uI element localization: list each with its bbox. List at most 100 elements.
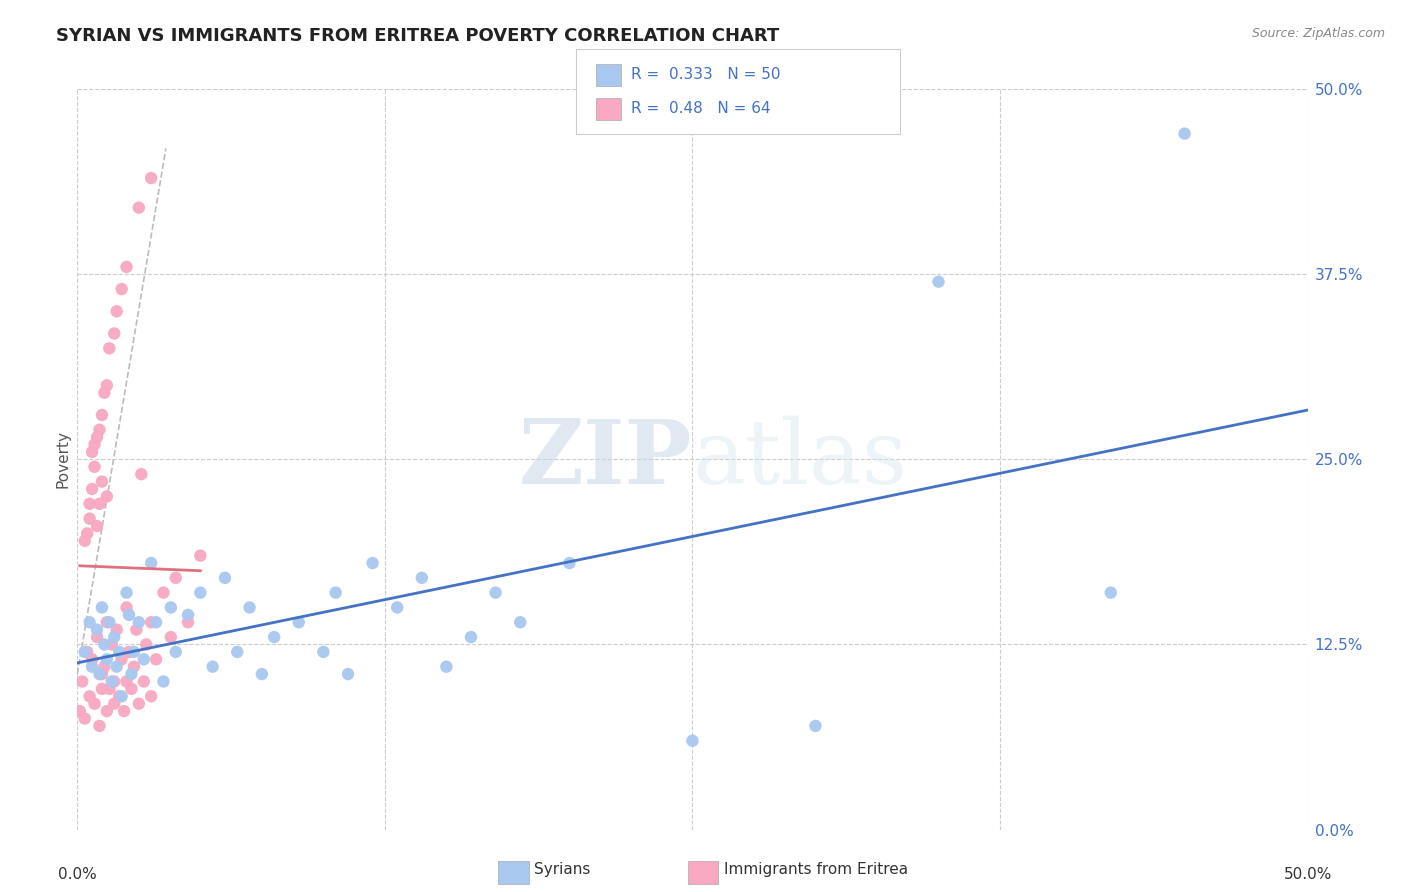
Point [103,697,125,711]
Point [145,652,167,666]
Point [115,585,138,599]
Point [226,645,249,659]
Point [165,571,187,585]
Point [96,652,118,666]
Point [108,645,131,659]
Point [141,171,163,186]
Text: 0.0%: 0.0% [58,867,97,881]
Point [239,600,262,615]
Point [160,630,183,644]
Text: ZIP: ZIP [519,416,693,503]
Point [325,585,347,599]
Point [129,467,153,482]
Point [928,275,950,289]
Point [101,637,124,651]
Point [121,667,143,681]
Point [96,378,118,392]
Point [105,659,128,673]
Point [152,585,174,599]
Text: Immigrants from Eritrea: Immigrants from Eritrea [724,863,908,877]
Point [214,571,236,585]
Point [485,585,508,599]
Point [312,645,335,659]
Point [121,681,143,696]
Point [337,667,360,681]
Point [103,630,125,644]
Point [69,704,91,718]
Point [96,704,118,718]
Point [177,615,200,630]
Point [93,637,115,651]
Point [111,690,132,704]
Point [101,674,124,689]
Point [141,690,163,704]
Point [90,408,114,422]
Point [70,674,93,689]
Point [385,600,409,615]
Point [177,607,200,622]
Point [73,712,96,726]
Point [103,326,125,341]
Point [86,623,108,637]
Point [89,667,111,681]
Point [82,659,104,673]
Point [79,497,101,511]
Point [152,674,174,689]
Point [90,475,114,489]
Text: Source: ZipAtlas.com: Source: ZipAtlas.com [1251,27,1385,40]
Point [361,556,384,570]
Point [250,667,273,681]
Point [132,652,155,666]
Text: R =  0.48   N = 64: R = 0.48 N = 64 [631,101,770,116]
Text: Syrians: Syrians [534,863,591,877]
Point [73,533,96,548]
Point [115,260,138,274]
Point [73,645,96,659]
Point [89,423,111,437]
Point [160,600,183,615]
Point [1174,127,1197,141]
Text: atlas: atlas [693,416,908,503]
Point [115,600,138,615]
Point [105,304,128,318]
Point [135,637,157,651]
Point [83,437,105,451]
Point [201,659,224,673]
Point [86,519,108,533]
Point [82,482,104,496]
Point [122,645,145,659]
Point [108,690,131,704]
Point [111,282,132,296]
Point [141,556,163,570]
Point [115,674,138,689]
Point [83,459,105,474]
Point [118,607,141,622]
Point [76,645,98,659]
Point [103,674,125,689]
Point [86,630,108,644]
Point [411,571,433,585]
Point [83,697,105,711]
Y-axis label: Poverty: Poverty [55,430,70,489]
Point [79,690,101,704]
Point [141,615,163,630]
Point [125,623,148,637]
Point [79,511,101,525]
Point [93,385,115,400]
Point [93,659,115,673]
Point [145,615,167,630]
Point [90,600,114,615]
Point [288,615,311,630]
Point [96,615,118,630]
Point [111,652,132,666]
Point [98,615,121,630]
Text: R =  0.333   N = 50: R = 0.333 N = 50 [631,67,780,82]
Point [804,719,827,733]
Point [509,615,531,630]
Point [460,630,482,644]
Point [76,526,98,541]
Point [79,615,101,630]
Point [128,697,150,711]
Point [86,430,108,444]
Point [89,497,111,511]
